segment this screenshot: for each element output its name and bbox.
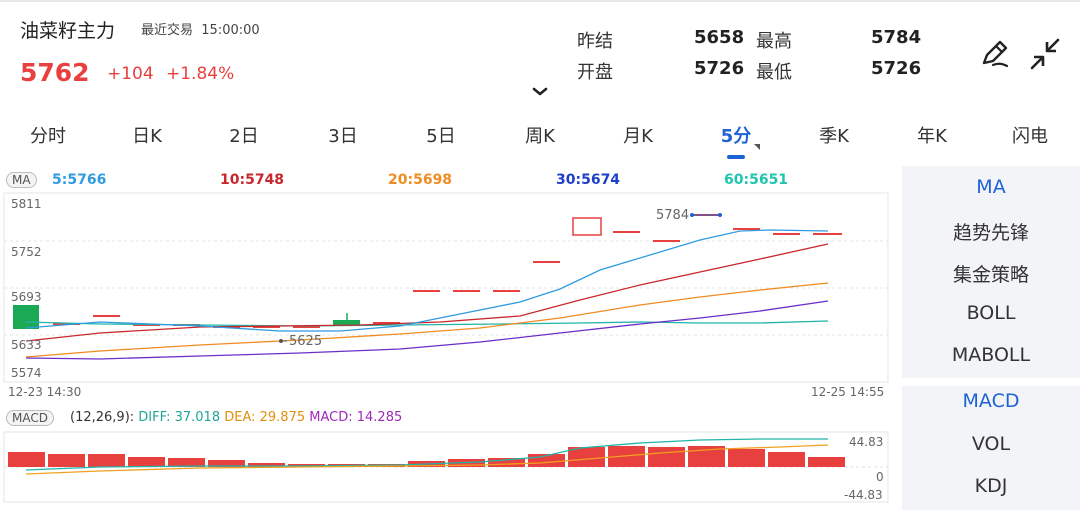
macd-indicator-tag[interactable]: MACD xyxy=(6,410,54,426)
macd-bar xyxy=(208,460,245,467)
price-change-percent: +1.84% xyxy=(166,64,235,84)
indicator-kdj[interactable]: KDJ xyxy=(974,475,1008,497)
macd-axis-zero: 0 xyxy=(876,470,884,484)
tab-quarterly-k[interactable]: 季K xyxy=(819,126,849,147)
macd-axis-top: 44.83 xyxy=(849,435,884,449)
ma60-value: 60:5651 xyxy=(724,172,789,188)
macd-bar xyxy=(768,452,805,467)
tab-dropdown-caret-icon[interactable] xyxy=(754,144,760,150)
ma30-value: 30:5674 xyxy=(556,172,621,188)
sub-indicator-group xyxy=(902,386,1080,510)
macd-value: MACD: 14.285 xyxy=(309,410,403,425)
high-marker-dot xyxy=(718,213,722,217)
macd-bar xyxy=(488,458,525,467)
macd-dea-value: DEA: 29.875 xyxy=(224,410,306,425)
pencil-draw-icon[interactable] xyxy=(976,36,1012,72)
low-marker-dot xyxy=(279,339,283,343)
indicator-boll[interactable]: BOLL xyxy=(966,302,1016,324)
macd-bar xyxy=(648,447,685,467)
last-price: 5762 xyxy=(20,58,90,87)
indicator-macd[interactable]: MACD xyxy=(962,390,1020,412)
recent-label: 最近交易 xyxy=(141,23,194,38)
top-divider xyxy=(0,0,1080,2)
ma20-line xyxy=(25,282,829,358)
low-annotation: 5625 xyxy=(289,334,323,349)
macd-bar xyxy=(128,457,165,467)
macd-bar xyxy=(88,454,125,467)
indicator-maboll[interactable]: MABOLL xyxy=(951,344,1031,366)
macd-bar xyxy=(568,447,605,467)
tab-yearly-k[interactable]: 年K xyxy=(917,126,947,147)
macd-bar xyxy=(728,449,765,467)
candlesticks xyxy=(13,214,842,329)
last-trade-time: 最近交易 15:00:00 xyxy=(141,19,260,38)
tab-lightning[interactable]: 闪电 xyxy=(1012,126,1048,147)
indicator-trend-pioneer[interactable]: 趋势先锋 xyxy=(952,222,1029,244)
ma30-line xyxy=(25,300,829,360)
ma5-line xyxy=(25,229,829,332)
high-marker-dot xyxy=(690,213,694,217)
ma5-value: 5:5766 xyxy=(52,172,107,188)
macd-bar xyxy=(248,463,285,467)
tab-5-day[interactable]: 5日 xyxy=(426,126,456,147)
macd-bar xyxy=(168,458,205,467)
macd-bar xyxy=(608,446,645,467)
candle xyxy=(572,217,602,236)
tab-weekly-k[interactable]: 周K xyxy=(525,126,555,147)
prev-settle-value: 5658 xyxy=(694,27,745,48)
price-axis-label: 5633 xyxy=(11,338,42,352)
price-change: +104 xyxy=(107,64,154,84)
tab-monthly-k[interactable]: 月K xyxy=(623,126,653,147)
time-axis-end: 12-25 14:55 xyxy=(811,385,885,399)
candle xyxy=(13,305,39,329)
low-value: 5726 xyxy=(871,58,922,79)
price-axis-label: 5752 xyxy=(11,245,42,259)
candle xyxy=(333,320,360,326)
tab-intraday[interactable]: 分时 xyxy=(30,126,66,147)
macd-bar xyxy=(8,452,45,467)
ma10-line xyxy=(25,243,829,342)
recent-time: 15:00:00 xyxy=(201,23,260,38)
indicator-vol[interactable]: VOL xyxy=(971,433,1011,455)
macd-diff-value: DIFF: 37.018 xyxy=(138,410,221,425)
collapse-arrows-icon[interactable] xyxy=(1028,36,1064,72)
macd-dea-line xyxy=(25,444,829,475)
tab-5-minute[interactable]: 5分 xyxy=(720,126,752,147)
ma-indicator-tag[interactable]: MA xyxy=(6,172,37,188)
price-axis-label: 5574 xyxy=(11,366,42,380)
tab-daily-k[interactable]: 日K xyxy=(132,126,162,147)
macd-legend: (12,26,9): DIFF: 37.018 DEA: 29.875 MACD… xyxy=(70,410,402,425)
high-label: 最高 xyxy=(756,31,792,52)
high-value: 5784 xyxy=(871,27,922,48)
indicator-ma[interactable]: MA xyxy=(976,176,1006,198)
tab-2-day[interactable]: 2日 xyxy=(229,126,259,147)
macd-bar xyxy=(808,457,845,467)
kline-chart[interactable] xyxy=(0,165,900,510)
period-tabs: 分时 日K 2日 3日 5日 周K 月K 5分 季K 年K 闪电 xyxy=(0,122,1080,156)
ma20-value: 20:5698 xyxy=(388,172,453,188)
chevron-down-icon[interactable] xyxy=(530,86,550,98)
macd-bar xyxy=(48,454,85,467)
open-label: 开盘 xyxy=(577,62,613,83)
indicator-gold-strategy[interactable]: 集金策略 xyxy=(952,264,1029,286)
macd-axis-bottom: -44.83 xyxy=(844,488,883,502)
macd-diff-line xyxy=(25,438,828,471)
instrument-title: 油菜籽主力 xyxy=(20,20,116,42)
price-axis-label: 5811 xyxy=(11,197,42,211)
indicator-side-panel: MA 趋势先锋 集金策略 BOLL MABOLL MACD VOL KDJ xyxy=(902,166,1080,510)
high-annotation: 5784 xyxy=(656,208,690,223)
time-axis-start: 12-23 14:30 xyxy=(8,385,82,399)
ma10-value: 10:5748 xyxy=(220,172,285,188)
open-value: 5726 xyxy=(694,58,745,79)
prev-settle-label: 昨结 xyxy=(577,31,613,52)
low-label: 最低 xyxy=(756,62,792,83)
macd-params: (12,26,9): xyxy=(70,410,135,425)
price-gridlines xyxy=(4,240,888,468)
macd-bar xyxy=(688,446,725,467)
tab-3-day[interactable]: 3日 xyxy=(328,126,358,147)
main-indicator-group xyxy=(902,166,1080,378)
active-tab-indicator xyxy=(727,155,745,159)
price-axis-label: 5693 xyxy=(11,290,42,304)
